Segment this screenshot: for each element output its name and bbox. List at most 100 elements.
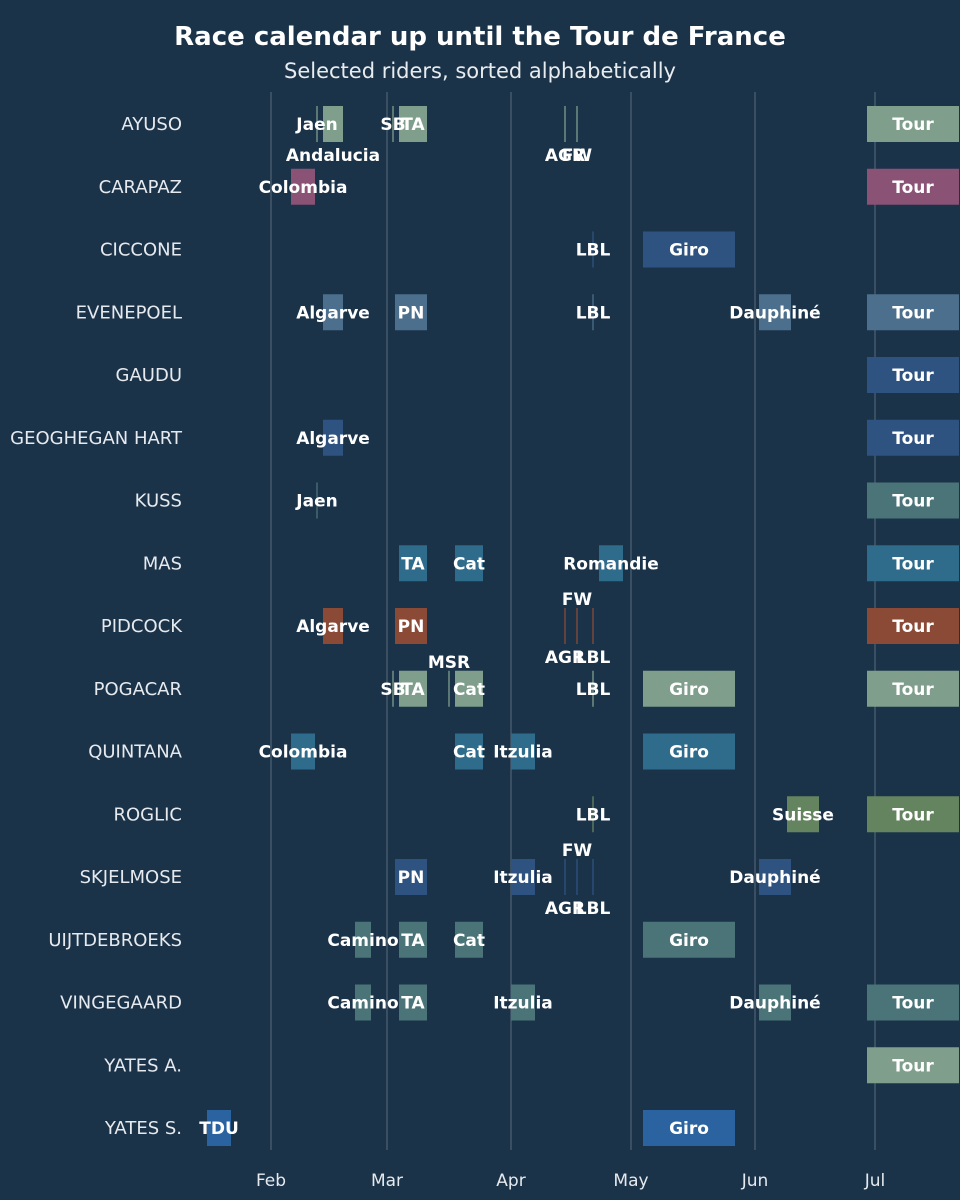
rider-label-uijtdebroeks: UIJTDEBROEKS xyxy=(48,930,182,951)
label-ayuso-tour: Tour xyxy=(892,115,934,135)
label-vingegaard-itzulia: Itzulia xyxy=(493,994,553,1014)
label-kuss-jaen: Jaen xyxy=(295,492,337,512)
label-uijtdebroeks-giro: Giro xyxy=(669,931,709,951)
label-geoghegan-hart-tour: Tour xyxy=(892,429,934,449)
label-quintana-cat: Cat xyxy=(453,743,485,763)
rider-label-geoghegan-hart: GEOGHEGAN HART xyxy=(10,428,183,449)
rider-label-carapaz: CARAPAZ xyxy=(99,177,182,198)
label-pidcock-lbl: LBL xyxy=(576,648,611,668)
bar-gaudu-tour xyxy=(867,357,959,393)
bar-skjelmose-itzulia xyxy=(511,859,535,895)
bar-quintana-itzulia xyxy=(511,733,535,770)
bar-skjelmose-dauphin xyxy=(759,859,791,895)
bar-vingegaard-tour xyxy=(867,984,959,1021)
bar-quintana-giro xyxy=(643,733,735,770)
label-evenepoel-tour: Tour xyxy=(892,303,934,323)
label-mas-cat: Cat xyxy=(453,554,485,574)
bar-pogacar-tour xyxy=(867,670,959,707)
rider-label-ciccone: CICCONE xyxy=(100,240,182,261)
bar-uijtdebroeks-cat xyxy=(455,921,483,958)
label-ciccone-giro: Giro xyxy=(669,241,709,261)
bar-ayuso-tour xyxy=(867,106,959,142)
label-geoghegan-hart-algarve: Algarve xyxy=(296,429,370,449)
label-ayuso-andalucia: Andalucia xyxy=(286,146,380,166)
rider-label-mas: MAS xyxy=(143,553,182,574)
bar-mas-cat xyxy=(455,545,483,582)
label-uijtdebroeks-camino: Camino xyxy=(327,931,398,951)
rider-label-kuss: KUSS xyxy=(135,491,182,512)
bar-uijtdebroeks-camino xyxy=(355,921,371,958)
label-mas-ta: TA xyxy=(401,554,425,574)
label-yates-s-giro: Giro xyxy=(669,1119,709,1139)
bar-ayuso-ta xyxy=(399,106,427,142)
bar-vingegaard-camino xyxy=(355,984,371,1021)
bar-vingegaard-dauphin xyxy=(759,984,791,1021)
bar-pogacar-giro xyxy=(643,670,735,707)
rider-label-evenepoel: EVENEPOEL xyxy=(76,302,182,323)
label-pogacar-ta: TA xyxy=(401,680,425,700)
bar-yates-s-tdu xyxy=(207,1110,231,1146)
rider-label-gaudu: GAUDU xyxy=(116,365,182,386)
bar-uijtdebroeks-ta xyxy=(399,921,427,958)
label-skjelmose-lbl: LBL xyxy=(576,899,611,919)
bar-evenepoel-algarve xyxy=(323,294,343,331)
label-skjelmose-dauphin: Dauphiné xyxy=(729,868,820,888)
label-ayuso-ta: TA xyxy=(401,115,425,135)
label-pogacar-msr: MSR xyxy=(428,653,470,673)
bar-roglic-tour xyxy=(867,796,959,833)
label-yates-s-tdu: TDU xyxy=(199,1119,239,1139)
bar-mas-tour xyxy=(867,545,959,582)
label-roglic-tour: Tour xyxy=(892,805,934,825)
month-label-apr: Apr xyxy=(496,1171,525,1191)
bar-uijtdebroeks-giro xyxy=(643,921,735,958)
label-yates-a-tour: Tour xyxy=(892,1056,934,1076)
month-label-feb: Feb xyxy=(256,1171,286,1191)
bar-kuss-tour xyxy=(867,482,959,519)
rider-label-yates-s: YATES S. xyxy=(104,1118,182,1139)
rider-axis: AYUSO CARAPAZ CICCONE EVENEPOEL GAUDU GEOGHEG… xyxy=(10,114,183,1139)
label-gaudu-tour: Tour xyxy=(892,366,934,386)
bar-vingegaard-itzulia xyxy=(511,984,535,1021)
label-skjelmose-pn: PN xyxy=(398,868,425,888)
bar-skjelmose-pn xyxy=(395,859,427,895)
label-skjelmose-fw: FW xyxy=(562,841,593,861)
label-pogacar-tour: Tour xyxy=(892,680,934,700)
bar-geoghegan-hart-tour xyxy=(867,419,959,456)
rider-label-skjelmose: SKJELMOSE xyxy=(80,867,182,888)
bar-evenepoel-pn xyxy=(395,294,427,331)
bar-ayuso-andalucia xyxy=(323,106,343,142)
label-vingegaard-dauphin: Dauphiné xyxy=(729,994,820,1014)
bar-pidcock-tour xyxy=(867,608,959,644)
month-label-jun: Jun xyxy=(741,1171,769,1191)
label-pidcock-tour: Tour xyxy=(892,617,934,637)
bar-evenepoel-tour xyxy=(867,294,959,331)
rider-label-quintana: QUINTANA xyxy=(88,742,182,763)
label-uijtdebroeks-ta: TA xyxy=(401,931,425,951)
bar-yates-s-giro xyxy=(643,1110,735,1146)
bar-vingegaard-ta xyxy=(399,984,427,1021)
label-pogacar-giro: Giro xyxy=(669,680,709,700)
label-ayuso-fw: FW xyxy=(562,146,593,166)
label-evenepoel-algarve: Algarve xyxy=(296,303,370,323)
label-quintana-colombia: Colombia xyxy=(259,743,348,763)
label-quintana-giro: Giro xyxy=(669,743,709,763)
label-skjelmose-itzulia: Itzulia xyxy=(493,868,553,888)
label-pidcock-agr: AGR xyxy=(545,648,585,668)
month-label-mar: Mar xyxy=(371,1171,403,1191)
label-evenepoel-dauphin: Dauphiné xyxy=(729,303,820,323)
bar-pidcock-algarve xyxy=(323,608,343,644)
bar-pogacar-ta xyxy=(399,670,427,707)
label-uijtdebroeks-cat: Cat xyxy=(453,931,485,951)
bar-yates-a-tour xyxy=(867,1047,959,1084)
bar-geoghegan-hart-algarve xyxy=(323,419,343,456)
label-pidcock-pn: PN xyxy=(398,617,425,637)
bar-evenepoel-dauphin xyxy=(759,294,791,331)
label-vingegaard-tour: Tour xyxy=(892,994,934,1014)
bar-quintana-colombia xyxy=(291,733,315,770)
bar-quintana-cat xyxy=(455,733,483,770)
label-carapaz-tour: Tour xyxy=(892,178,934,198)
bar-pidcock-pn xyxy=(395,608,427,644)
bar-pogacar-cat xyxy=(455,670,483,707)
